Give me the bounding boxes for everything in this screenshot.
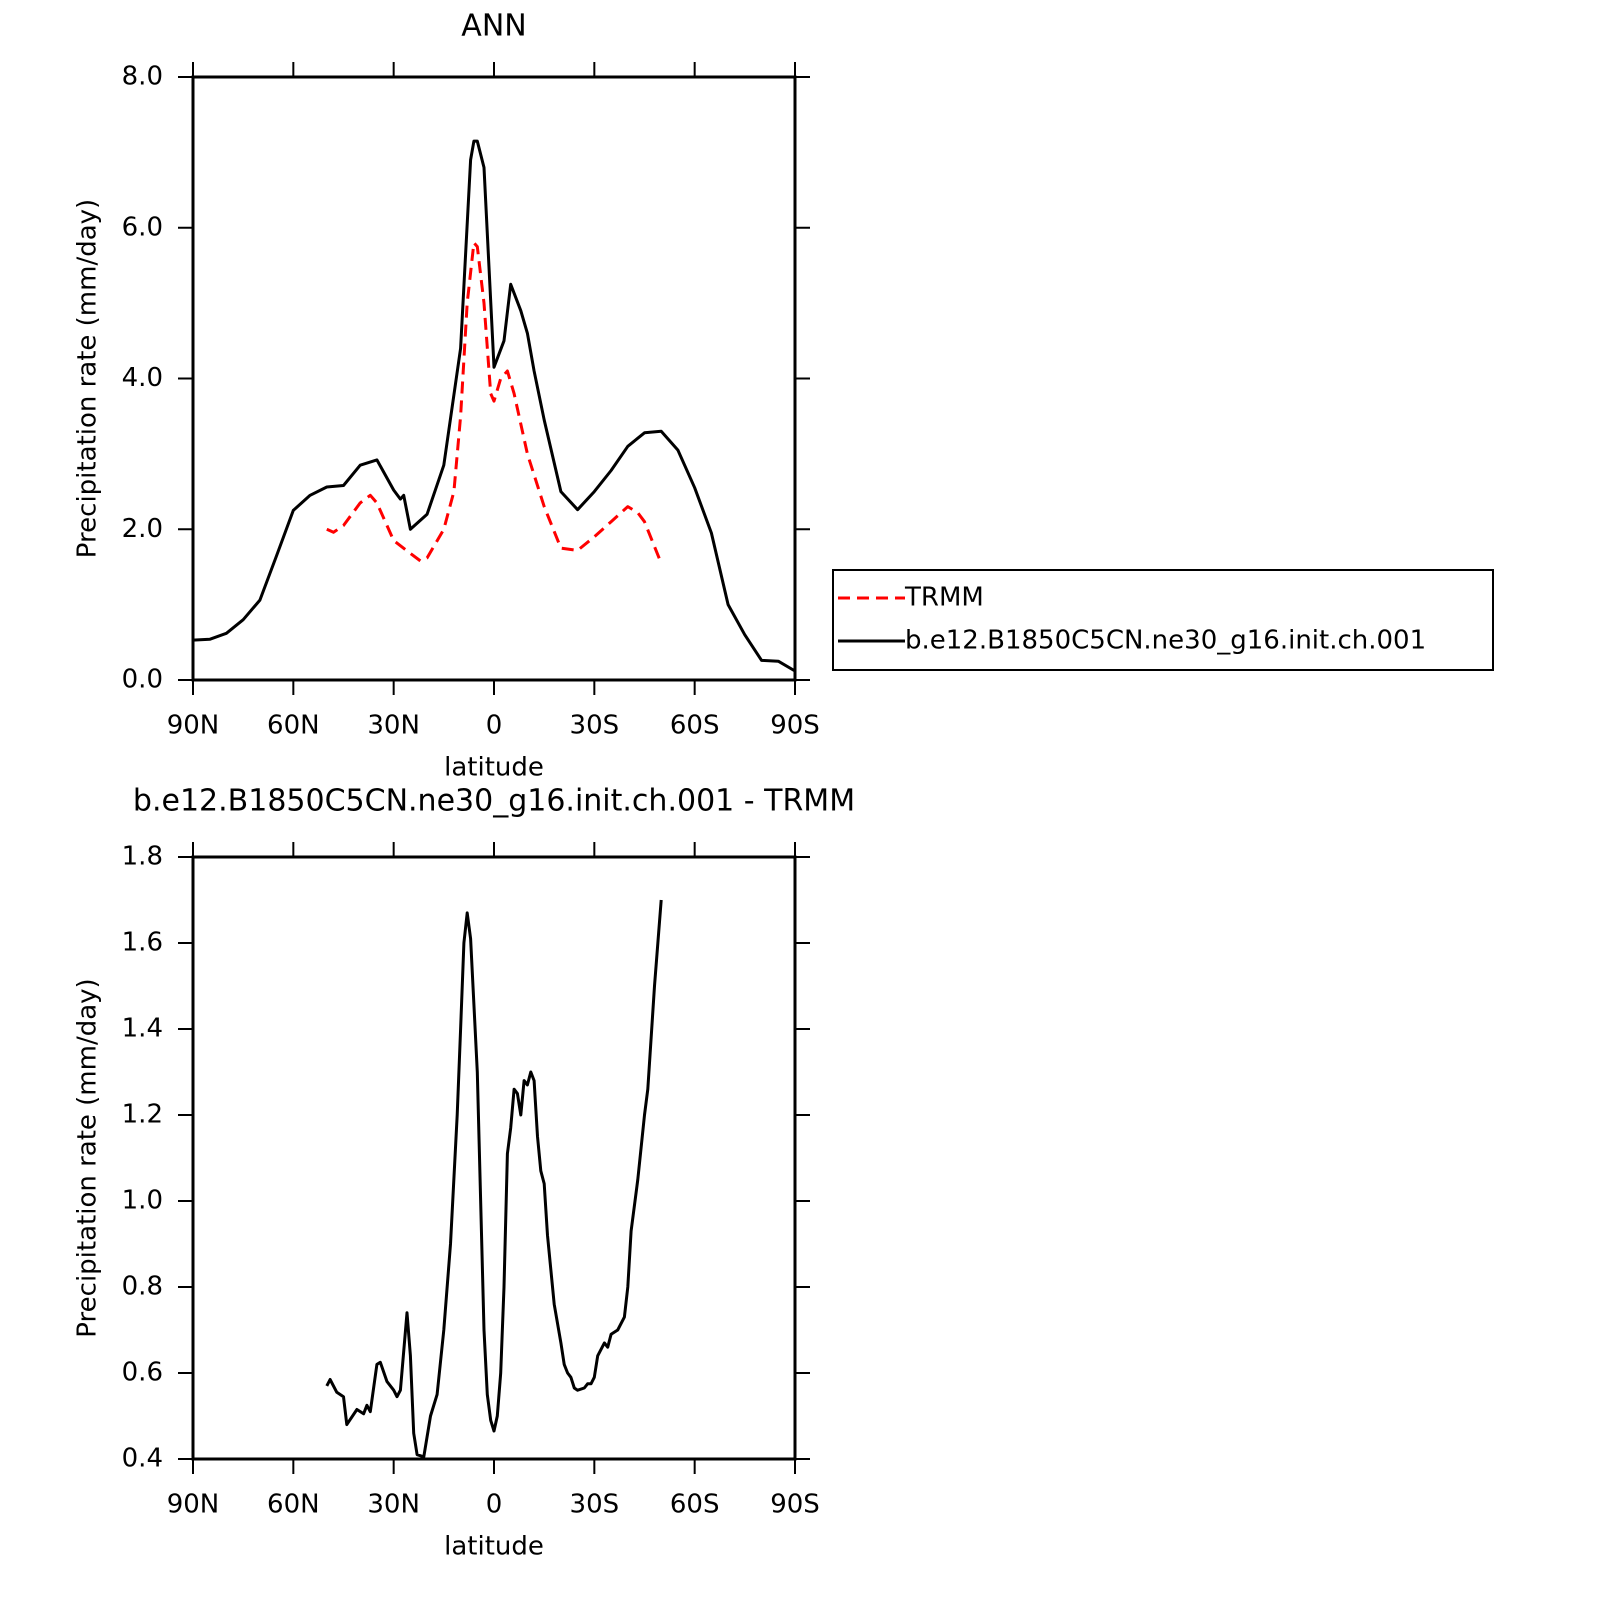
line-series [325, 899, 663, 1459]
x-tick-label: 30S [570, 1490, 620, 1520]
plot-frame [191, 75, 797, 682]
y-tick-label: 1.8 [122, 842, 163, 872]
chart-title: b.e12.B1850C5CN.ne30_g16.init.ch.001 - T… [133, 784, 855, 819]
legend-label: b.e12.B1850C5CN.ne30_g16.init.ch.001 [905, 626, 1426, 656]
x-tick-label: 60S [670, 1490, 720, 1520]
y-tick-label: 8.0 [122, 62, 163, 92]
y-axis-label: Precipitation rate (mm/day) [73, 199, 103, 558]
x-tick-label: 90S [770, 1490, 820, 1520]
y-tick-label: 1.6 [122, 928, 163, 958]
y-tick-label: 0.6 [122, 1358, 163, 1388]
y-tick-label: 2.0 [122, 514, 163, 544]
x-tick-label: 0 [486, 1490, 503, 1520]
x-tick-label: 30S [570, 711, 620, 741]
y-tick-label: 1.0 [122, 1186, 163, 1216]
x-tick-label: 90S [770, 711, 820, 741]
chart-title: ANN [461, 9, 526, 44]
x-tick-label: 30N [367, 1490, 420, 1520]
plot-frame [191, 855, 797, 1461]
y-tick-label: 1.4 [122, 1014, 163, 1044]
x-tick-label: 90N [167, 1490, 220, 1520]
x-tick-label: 30N [367, 711, 420, 741]
legend-box [832, 569, 1494, 671]
x-tick-label: 90N [167, 711, 220, 741]
y-tick-label: 6.0 [122, 212, 163, 242]
y-tick-label: 0.0 [122, 665, 163, 695]
x-tick-label: 60N [267, 1490, 320, 1520]
x-axis-label: latitude [444, 753, 544, 783]
line-series [192, 139, 796, 673]
x-tick-label: 0 [486, 711, 503, 741]
y-tick-label: 1.2 [122, 1100, 163, 1130]
legend-label: TRMM [904, 583, 984, 613]
x-tick-label: 60S [670, 711, 720, 741]
y-tick-label: 0.8 [122, 1272, 163, 1302]
y-axis-label: Precipitation rate (mm/day) [73, 978, 103, 1337]
y-tick-label: 0.4 [122, 1444, 163, 1474]
x-axis-label: latitude [444, 1532, 544, 1562]
x-tick-label: 60N [267, 711, 320, 741]
y-tick-label: 4.0 [122, 363, 163, 393]
line-series [326, 241, 663, 564]
